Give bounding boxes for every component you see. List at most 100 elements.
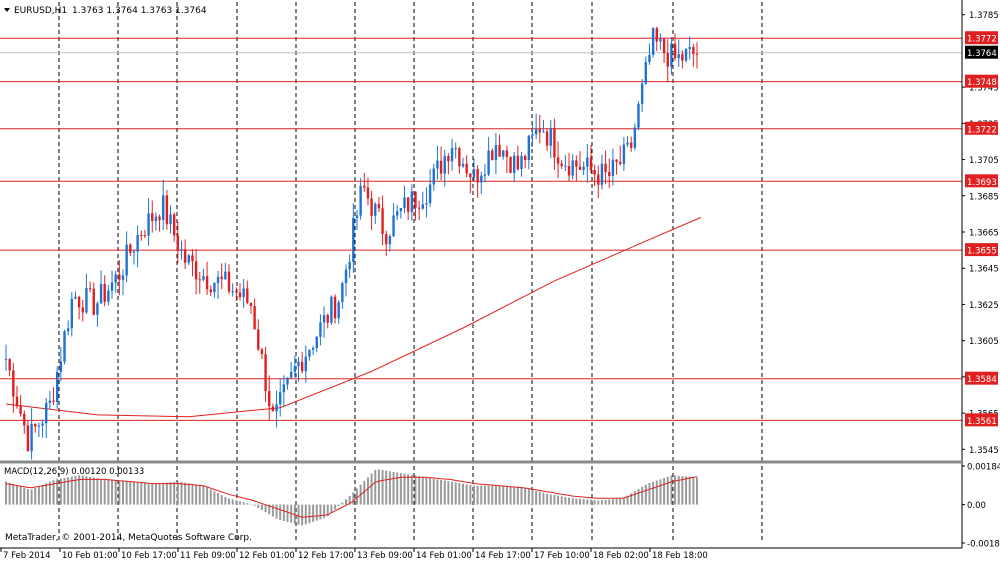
pane-separator: [0, 460, 962, 464]
candle-body: [534, 129, 538, 135]
candle-body: [447, 155, 450, 162]
candle-body: [275, 404, 278, 412]
candle-body: [70, 298, 74, 329]
candle-body: [366, 187, 370, 199]
candle-body: [523, 155, 527, 161]
candle-body: [509, 156, 512, 173]
moving-average: [5, 217, 701, 418]
time-tick-label: 7 Feb 2014: [3, 551, 51, 561]
candle-body: [363, 185, 366, 188]
price-tick-label: 1.3665: [969, 229, 999, 239]
candle-body: [374, 203, 377, 216]
candle-body: [406, 197, 410, 212]
candle-body: [264, 354, 267, 392]
candle-body: [589, 157, 593, 171]
candle-body: [48, 400, 52, 403]
price-tick-label: 1.3785: [969, 11, 999, 21]
candle-body: [619, 161, 622, 164]
candle-body: [143, 235, 147, 237]
candle-body: [531, 134, 534, 136]
candle-body: [604, 163, 607, 173]
candle-body: [476, 169, 479, 183]
candle-body: [85, 288, 88, 313]
level-tag: [965, 31, 998, 45]
candle-body: [26, 425, 30, 452]
time-tick-label: 12 Feb 01:00: [239, 551, 295, 561]
candle-body: [121, 275, 125, 280]
candle-body: [260, 349, 264, 355]
candle-body: [23, 413, 26, 426]
level-tag: [965, 74, 998, 88]
candle-body: [491, 150, 494, 161]
candle-body: [388, 235, 392, 245]
level-tag-label: 1.3584: [967, 375, 997, 385]
candle-body: [436, 160, 439, 169]
price-tick-label: 1.3685: [969, 192, 999, 202]
candle-body: [271, 406, 275, 412]
candle-body: [253, 306, 256, 330]
time-tick-label: 17 Feb 10:00: [534, 551, 590, 561]
candle-body: [564, 166, 567, 168]
candle-body: [297, 361, 300, 367]
candle-body: [257, 329, 260, 350]
candle-body: [681, 54, 684, 61]
macd-tick-label: -0.00183: [967, 540, 1000, 550]
candle-body: [575, 160, 578, 167]
dropdown-triangle-icon[interactable]: [4, 8, 10, 12]
candle-body: [443, 155, 446, 174]
candle-body: [600, 163, 604, 185]
candle-body: [377, 203, 381, 209]
candle-body: [140, 234, 143, 236]
candle-body: [677, 54, 680, 59]
candle-body: [648, 54, 651, 63]
time-tick-label: 12 Feb 17:00: [298, 551, 354, 561]
level-tag-label: 1.3748: [967, 78, 997, 88]
candle-body: [359, 185, 362, 216]
candle-body: [549, 128, 552, 146]
time-tick-label: 13 Feb 09:00: [357, 551, 413, 561]
candle-body: [293, 366, 297, 372]
candle-body: [41, 423, 44, 426]
candle-body: [202, 276, 205, 280]
candle-body: [520, 155, 523, 170]
candle-body: [311, 347, 315, 350]
candle-body: [282, 384, 286, 393]
candle-body: [622, 144, 626, 164]
macd-signal-line: [5, 476, 698, 518]
candle-body: [673, 43, 677, 59]
candle-body: [454, 148, 457, 150]
candle-body: [615, 159, 618, 162]
candle-body: [118, 274, 121, 280]
candle-body: [169, 214, 172, 225]
candle-body: [63, 331, 66, 362]
price-tick-label: 1.3705: [969, 156, 999, 166]
candle-body: [586, 157, 589, 167]
ohlc-readout: 1.3763 1.3764 1.3763 1.3764: [72, 6, 207, 16]
candle-body: [633, 127, 637, 148]
candle-body: [611, 159, 615, 176]
candle-body: [644, 62, 648, 84]
candle-body: [209, 289, 212, 293]
candle-body: [19, 406, 22, 414]
candle-body: [224, 271, 227, 280]
candle-body: [279, 392, 282, 405]
candle-body: [176, 235, 180, 252]
candle-body: [432, 168, 435, 185]
candle-body: [512, 155, 516, 173]
candle-body: [640, 83, 644, 104]
candle-body: [162, 195, 165, 221]
candle-body: [370, 198, 373, 216]
macd-title: MACD(12,26,9) 0.00120 0.00133: [4, 467, 144, 477]
candle-body: [147, 213, 150, 236]
candle-body: [662, 38, 666, 54]
candle-body: [629, 142, 633, 148]
candle-body: [425, 203, 428, 205]
candle-body: [30, 423, 33, 452]
candle-body: [158, 216, 161, 221]
candle-body: [502, 150, 505, 157]
candle-body: [114, 274, 117, 283]
candle-body: [187, 255, 191, 263]
chart-frame: [0, 0, 963, 549]
candle-body: [154, 216, 158, 222]
